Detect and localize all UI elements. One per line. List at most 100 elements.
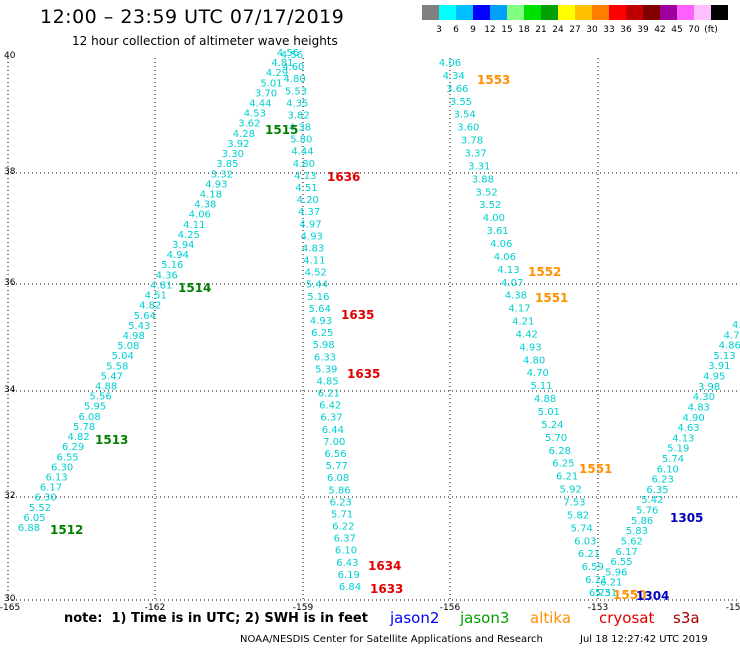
wave-height-value: 4.71	[724, 330, 740, 341]
wave-height-value: 6.25	[311, 328, 333, 339]
wave-height-value: 6.30	[51, 462, 73, 473]
wave-height-value: 4.88	[95, 382, 117, 393]
legend-label: 21	[535, 25, 547, 35]
wave-height-value: 6.21	[318, 389, 340, 400]
wave-height-value: 6.88	[18, 523, 40, 534]
wave-height-value: 4.53	[244, 109, 266, 120]
wave-height-value: 5.82	[567, 510, 589, 521]
wave-height-value: 3.54	[453, 110, 475, 121]
wave-height-value: 4.06	[439, 58, 461, 69]
wave-height-value: 4.93	[205, 179, 227, 190]
pass-number-label: 1633	[370, 582, 403, 596]
wave-height-value: 4.56	[281, 50, 303, 61]
wave-height-value: 5.24	[541, 420, 563, 431]
legend-swatch	[660, 5, 677, 20]
wave-height-value: 5.77	[326, 461, 348, 472]
wave-height-value: 6.08	[327, 473, 349, 484]
x-tick-label: -165	[0, 603, 20, 613]
wave-height-value: 4.30	[693, 392, 715, 403]
wave-height-value: 6.28	[549, 446, 571, 457]
wave-height-value: 4.28	[233, 129, 255, 140]
wave-height-value: 4.36	[156, 270, 178, 281]
wave-height-value: 4.51	[145, 291, 167, 302]
wave-height-value: 4.82	[139, 301, 161, 312]
wave-height-value: 4.60	[282, 62, 304, 73]
x-tick-label: -153	[588, 603, 608, 613]
y-tick-label: 36	[4, 278, 16, 288]
wave-height-value: 5.16	[161, 260, 183, 271]
wave-height-value: 4.13	[294, 171, 316, 182]
wave-height-value: 3.52	[479, 200, 501, 211]
satellite-s3a: s3a	[673, 609, 700, 627]
wave-height-value: 5.98	[312, 340, 334, 351]
wave-height-value: 5.04	[112, 351, 134, 362]
pass-number-label: 1634	[368, 559, 401, 573]
legend-swatch	[575, 5, 592, 20]
wave-height-value: 6.84	[339, 582, 361, 593]
x-tick-label: -159	[293, 603, 314, 613]
wave-height-value: 6.10	[657, 464, 679, 475]
wave-height-value: 3.82	[287, 111, 309, 122]
legend-swatch	[422, 5, 439, 20]
wave-height-value: 5.64	[309, 304, 331, 315]
legend-label: 42	[654, 25, 666, 35]
wave-height-value: 6.42	[319, 401, 341, 412]
wave-height-value: 6.37	[320, 413, 342, 424]
wave-height-value: 4.35	[286, 98, 308, 109]
wave-height-value: 4.88	[534, 394, 556, 405]
wave-height-value: 3.52	[475, 187, 497, 198]
wave-height-value: 6.25	[552, 459, 574, 470]
wave-height-value: 5.58	[106, 361, 128, 372]
wave-height-value: 5.62	[621, 537, 643, 548]
wave-height-value: 3.32	[211, 169, 233, 180]
wave-height-value: 5.08	[117, 341, 139, 352]
wave-height-value: 6.17	[615, 547, 637, 558]
legend-swatch	[626, 5, 643, 20]
wave-height-value: 6.29	[62, 442, 84, 453]
wave-height-value: 6.43	[336, 558, 358, 569]
wave-height-value: 4.13	[672, 433, 694, 444]
wave-height-value: 3.62	[238, 119, 260, 130]
wave-height-value: 4.00	[483, 213, 505, 224]
pass-number-label: 1635	[347, 367, 380, 381]
legend-label: 33	[603, 25, 615, 35]
legend-swatch	[694, 5, 711, 20]
legend-label: 39	[637, 25, 649, 35]
wave-height-value: 4.85	[316, 377, 338, 388]
pass-number-label: 1304	[636, 589, 669, 603]
y-tick-label: 34	[4, 385, 16, 395]
legend-swatch	[507, 5, 524, 20]
legend-swatch	[473, 5, 490, 20]
legend-swatch	[439, 5, 456, 20]
wave-height-value: 5.44	[306, 280, 328, 291]
wave-height-value: 4.52	[305, 268, 327, 279]
x-tick-label: -156	[440, 603, 461, 613]
wave-height-value: 5.16	[307, 292, 329, 303]
legend-swatch	[643, 5, 660, 20]
wave-height-value: 6.44	[322, 425, 344, 436]
wave-height-value: 4.80	[523, 355, 545, 366]
wave-height-value: 4.93	[301, 231, 323, 242]
wave-height-value: 3.30	[222, 149, 244, 160]
legend-swatch	[456, 5, 473, 20]
wave-height-value: 4.83	[302, 244, 324, 255]
wave-height-value: 5.53	[285, 86, 307, 97]
wave-height-value: 5.70	[545, 433, 567, 444]
legend-swatch	[524, 5, 541, 20]
wave-height-value: 3.70	[255, 88, 277, 99]
legend-swatch	[677, 5, 694, 20]
wave-height-value: 6.30	[34, 493, 56, 504]
wave-height-value: 4.98	[123, 331, 145, 342]
wave-height-value: 6.13	[45, 473, 67, 484]
wave-height-value: 5.52	[29, 503, 51, 514]
wave-height-value: 3.92	[227, 139, 249, 150]
wave-height-value: 3.91	[708, 361, 730, 372]
wave-height-value: 6.21	[556, 472, 578, 483]
wave-height-value: 4.25	[178, 230, 200, 241]
pass-number-label: 1551	[579, 462, 612, 476]
pass-number-label: 1552	[528, 265, 561, 279]
pass-number-label: 1513	[95, 433, 128, 447]
x-tick-label: -162	[145, 603, 165, 613]
wave-height-value: 3.94	[172, 240, 194, 251]
